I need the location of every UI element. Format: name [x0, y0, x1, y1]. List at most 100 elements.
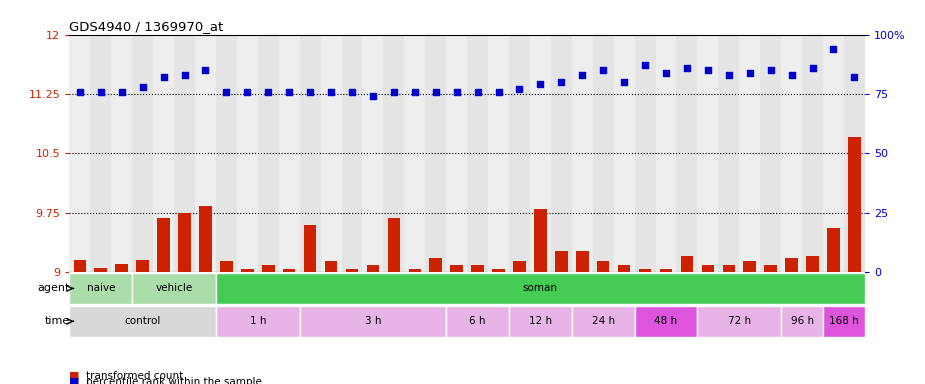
Bar	[300, 306, 446, 337]
Bar	[697, 306, 781, 337]
Bar	[429, 258, 442, 272]
Text: agent: agent	[37, 283, 69, 293]
Point	[261, 88, 276, 94]
Text: 48 h: 48 h	[655, 316, 677, 326]
Bar	[195, 35, 216, 272]
Bar	[116, 264, 128, 272]
Bar	[844, 35, 865, 272]
Bar	[722, 265, 735, 272]
Bar	[534, 209, 547, 272]
Bar	[409, 269, 421, 272]
Bar	[701, 265, 714, 272]
Point	[115, 88, 130, 94]
Point	[365, 93, 380, 99]
Bar	[74, 260, 86, 272]
Point	[722, 72, 736, 78]
Point	[428, 88, 443, 94]
Point	[93, 88, 108, 94]
Text: 96 h: 96 h	[791, 316, 814, 326]
Point	[659, 70, 673, 76]
Bar	[823, 35, 844, 272]
Text: percentile rank within the sample: percentile rank within the sample	[86, 377, 262, 384]
Text: vehicle: vehicle	[155, 283, 192, 293]
Text: soman: soman	[523, 283, 558, 293]
Bar	[827, 228, 840, 272]
Bar	[341, 35, 363, 272]
Bar	[807, 256, 819, 272]
Point	[177, 72, 191, 78]
Point	[72, 88, 87, 94]
Point	[282, 88, 297, 94]
Bar	[639, 269, 651, 272]
Bar	[446, 306, 509, 337]
Bar	[597, 261, 610, 272]
Bar	[446, 35, 467, 272]
Point	[680, 65, 695, 71]
Bar	[69, 273, 132, 304]
Bar	[660, 269, 672, 272]
Bar	[216, 306, 300, 337]
Bar	[572, 306, 635, 337]
Bar	[488, 35, 509, 272]
Bar	[681, 256, 693, 272]
Text: 6 h: 6 h	[469, 316, 486, 326]
Bar	[764, 265, 777, 272]
Bar	[91, 35, 111, 272]
Bar	[216, 35, 237, 272]
Bar	[744, 261, 756, 272]
Bar	[237, 35, 258, 272]
Bar	[802, 35, 823, 272]
Text: 3 h: 3 h	[364, 316, 381, 326]
Bar	[69, 306, 216, 337]
Point	[596, 67, 611, 73]
Bar	[258, 35, 278, 272]
Text: ■: ■	[69, 377, 80, 384]
Bar	[426, 35, 446, 272]
Bar	[676, 35, 697, 272]
Bar	[467, 35, 488, 272]
Point	[574, 72, 589, 78]
Bar	[551, 35, 572, 272]
Bar	[492, 269, 505, 272]
Point	[219, 88, 234, 94]
Bar	[157, 218, 170, 272]
Text: ■: ■	[69, 371, 80, 381]
Bar	[136, 260, 149, 272]
Bar	[450, 265, 462, 272]
Text: naive: naive	[87, 283, 115, 293]
Bar	[179, 213, 191, 272]
Bar	[321, 35, 341, 272]
Point	[784, 72, 799, 78]
Bar	[346, 269, 358, 272]
Bar	[303, 225, 316, 272]
Point	[763, 67, 778, 73]
Point	[491, 88, 506, 94]
Point	[826, 46, 841, 52]
Bar	[719, 35, 739, 272]
Point	[554, 79, 569, 85]
Text: 72 h: 72 h	[728, 316, 751, 326]
Point	[407, 88, 422, 94]
Bar	[513, 261, 525, 272]
Bar	[388, 218, 401, 272]
Bar	[760, 35, 781, 272]
Bar	[300, 35, 321, 272]
Bar	[530, 35, 551, 272]
Point	[135, 84, 150, 90]
Bar	[363, 35, 383, 272]
Bar	[174, 35, 195, 272]
Bar	[572, 35, 593, 272]
Point	[470, 88, 485, 94]
Bar	[635, 306, 697, 337]
Bar	[656, 35, 676, 272]
Text: 24 h: 24 h	[592, 316, 615, 326]
Bar	[509, 35, 530, 272]
Point	[156, 74, 171, 80]
Point	[240, 88, 254, 94]
Text: control: control	[125, 316, 161, 326]
Bar	[509, 306, 572, 337]
Text: 12 h: 12 h	[529, 316, 552, 326]
Bar	[781, 306, 823, 337]
Text: 168 h: 168 h	[829, 316, 858, 326]
Point	[805, 65, 820, 71]
